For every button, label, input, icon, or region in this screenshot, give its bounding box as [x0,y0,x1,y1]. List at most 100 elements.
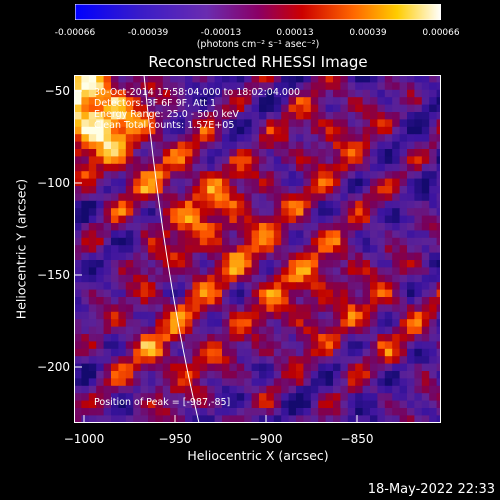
heatmap-cell [429,274,438,283]
heatmap-cell [222,378,230,387]
heatmap-cell [392,230,401,239]
heatmap-cell [185,200,193,209]
heatmap-cell [236,223,245,231]
heatmap-cell [355,97,364,106]
heatmap-cell [429,208,438,217]
heatmap-cell [177,334,186,342]
heatmap-cell [162,112,171,120]
heatmap-cell [318,348,327,357]
heatmap-cell [399,163,408,172]
heatmap-cell [140,156,149,165]
heatmap-cell [333,252,341,261]
heatmap-cell [236,112,245,120]
heatmap-cell [347,193,356,202]
heatmap-cell [384,400,393,409]
heatmap-cell [399,156,408,165]
heatmap-cell [421,334,430,342]
heatmap-cell [325,393,334,402]
heatmap-cell [384,371,393,379]
heatmap-cell [421,378,430,387]
heatmap-cell [303,260,312,268]
heatmap-cell [148,363,156,372]
heatmap-cell [392,282,401,291]
heatmap-cell [222,415,230,423]
heatmap-cell [236,237,245,246]
heatmap-cell [207,400,216,409]
heatmap-cell [111,200,119,209]
heatmap-cell [214,297,223,305]
heatmap-cell [310,134,319,143]
heatmap-cell [236,341,245,350]
heatmap-cell [207,371,216,379]
heatmap-cell [236,156,245,165]
heatmap-cell [88,400,97,409]
heatmap-cell [377,193,386,202]
heatmap-cell [310,311,319,320]
heatmap-cell [81,378,90,387]
heatmap-cell [266,304,275,313]
heatmap-cell [333,237,341,246]
heatmap-cell [251,186,260,194]
heatmap-cell [392,245,401,254]
heatmap-cell [81,200,90,209]
heatmap-cell [429,75,438,83]
heatmap-cell [103,371,112,379]
heatmap-cell [192,200,201,209]
heatmap-cell [96,415,105,423]
heatmap-cell [96,319,105,328]
heatmap-cell [88,297,97,305]
heatmap-cell [370,341,378,350]
heatmap-cell [296,267,304,276]
heatmap-cell [392,126,401,135]
heatmap-cell [421,326,430,335]
heatmap-cell [303,311,312,320]
timestamp: 18-May-2022 22:33 [367,482,495,497]
heatmap-cell [81,141,90,150]
heatmap-cell [355,326,364,335]
heatmap-cell [229,311,238,320]
heatmap-cell [81,156,90,165]
heatmap-cell [370,393,378,402]
heatmap-cell [296,415,304,423]
heatmap-cell [251,400,260,409]
heatmap-cell [236,97,245,106]
heatmap-cell [192,326,201,335]
heatmap-cell [436,326,441,335]
heatmap-cell [325,119,334,128]
heatmap-cell [199,230,208,239]
heatmap-cell [74,393,82,402]
heatmap-cell [325,378,334,387]
heatmap-cell [111,156,119,165]
heatmap-cell [229,415,238,423]
heatmap-cell [281,400,290,409]
heatmap-cell [296,149,304,157]
heatmap-cell [162,378,171,387]
heatmap-cell [148,415,156,423]
heatmap-cell [288,356,297,365]
heatmap-cell [185,311,193,320]
heatmap-cell [192,371,201,379]
heatmap-cell [370,274,378,283]
heatmap-cell [325,82,334,91]
heatmap-cell [207,334,216,342]
heatmap-cell [207,163,216,172]
heatmap-cell [392,119,401,128]
heatmap-cell [88,304,97,313]
heatmap-cell [229,289,238,298]
heatmap-cell [266,141,275,150]
heatmap-cell [103,252,112,261]
heatmap-cell [288,245,297,254]
heatmap-cell [333,282,341,291]
heatmap-cell [177,215,186,224]
heatmap-cell [111,245,119,254]
heatmap-cell [399,348,408,357]
heatmap-cell [244,319,253,328]
heatmap-cell [421,341,430,350]
heatmap-cell [133,356,142,365]
heatmap-cell [155,89,164,98]
heatmap-cell [421,215,430,224]
heatmap-cell [266,223,275,231]
heatmap-cell [266,82,275,91]
heatmap-cell [414,237,423,246]
y-axis-label: Heliocentric Y (arcsec) [13,178,29,320]
